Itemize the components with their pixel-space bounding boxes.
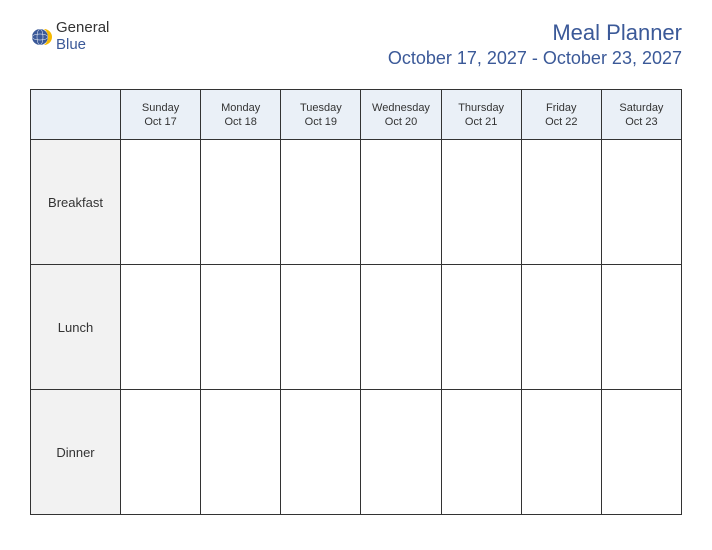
day-header-friday: Friday Oct 22 bbox=[521, 90, 601, 140]
meal-label-dinner: Dinner bbox=[31, 390, 121, 515]
day-date: Oct 18 bbox=[203, 116, 278, 128]
meal-cell[interactable] bbox=[601, 140, 681, 265]
meal-cell[interactable] bbox=[361, 265, 441, 390]
meal-label-breakfast: Breakfast bbox=[31, 140, 121, 265]
meal-cell[interactable] bbox=[121, 390, 201, 515]
logo-text-blue: Blue bbox=[56, 36, 86, 53]
day-name: Tuesday bbox=[283, 102, 358, 114]
day-header-saturday: Saturday Oct 23 bbox=[601, 90, 681, 140]
meal-cell[interactable] bbox=[201, 265, 281, 390]
logo-text: General Blue bbox=[56, 20, 109, 53]
logo-icon bbox=[30, 25, 54, 49]
day-date: Oct 23 bbox=[604, 116, 679, 128]
meal-cell[interactable] bbox=[201, 140, 281, 265]
meal-cell[interactable] bbox=[521, 265, 601, 390]
day-header-thursday: Thursday Oct 21 bbox=[441, 90, 521, 140]
day-name: Saturday bbox=[604, 102, 679, 114]
day-name: Wednesday bbox=[363, 102, 438, 114]
meal-cell[interactable] bbox=[441, 140, 521, 265]
meal-cell[interactable] bbox=[281, 265, 361, 390]
meal-row-dinner: Dinner bbox=[31, 390, 682, 515]
day-header-tuesday: Tuesday Oct 19 bbox=[281, 90, 361, 140]
page-title: Meal Planner bbox=[388, 20, 682, 46]
logo: General Blue bbox=[30, 20, 109, 53]
header-row: Sunday Oct 17 Monday Oct 18 Tuesday Oct … bbox=[31, 90, 682, 140]
meal-cell[interactable] bbox=[521, 140, 601, 265]
day-name: Thursday bbox=[444, 102, 519, 114]
meal-cell[interactable] bbox=[601, 390, 681, 515]
day-date: Oct 20 bbox=[363, 116, 438, 128]
day-header-monday: Monday Oct 18 bbox=[201, 90, 281, 140]
meal-cell[interactable] bbox=[281, 390, 361, 515]
meal-cell[interactable] bbox=[361, 140, 441, 265]
meal-cell[interactable] bbox=[201, 390, 281, 515]
meal-planner-table: Sunday Oct 17 Monday Oct 18 Tuesday Oct … bbox=[30, 89, 682, 515]
meal-label-lunch: Lunch bbox=[31, 265, 121, 390]
day-date: Oct 21 bbox=[444, 116, 519, 128]
header: General Blue Meal Planner October 17, 20… bbox=[30, 20, 682, 69]
meal-cell[interactable] bbox=[441, 265, 521, 390]
date-range: October 17, 2027 - October 23, 2027 bbox=[388, 48, 682, 69]
day-date: Oct 17 bbox=[123, 116, 198, 128]
corner-cell bbox=[31, 90, 121, 140]
day-date: Oct 22 bbox=[524, 116, 599, 128]
meal-cell[interactable] bbox=[361, 390, 441, 515]
day-date: Oct 19 bbox=[283, 116, 358, 128]
day-name: Monday bbox=[203, 102, 278, 114]
logo-text-general: General bbox=[56, 19, 109, 36]
meal-cell[interactable] bbox=[121, 265, 201, 390]
meal-row-breakfast: Breakfast bbox=[31, 140, 682, 265]
meal-row-lunch: Lunch bbox=[31, 265, 682, 390]
meal-cell[interactable] bbox=[281, 140, 361, 265]
meal-cell[interactable] bbox=[441, 390, 521, 515]
title-block: Meal Planner October 17, 2027 - October … bbox=[388, 20, 682, 69]
meal-cell[interactable] bbox=[521, 390, 601, 515]
day-header-sunday: Sunday Oct 17 bbox=[121, 90, 201, 140]
day-name: Sunday bbox=[123, 102, 198, 114]
meal-cell[interactable] bbox=[601, 265, 681, 390]
meal-cell[interactable] bbox=[121, 140, 201, 265]
day-name: Friday bbox=[524, 102, 599, 114]
day-header-wednesday: Wednesday Oct 20 bbox=[361, 90, 441, 140]
